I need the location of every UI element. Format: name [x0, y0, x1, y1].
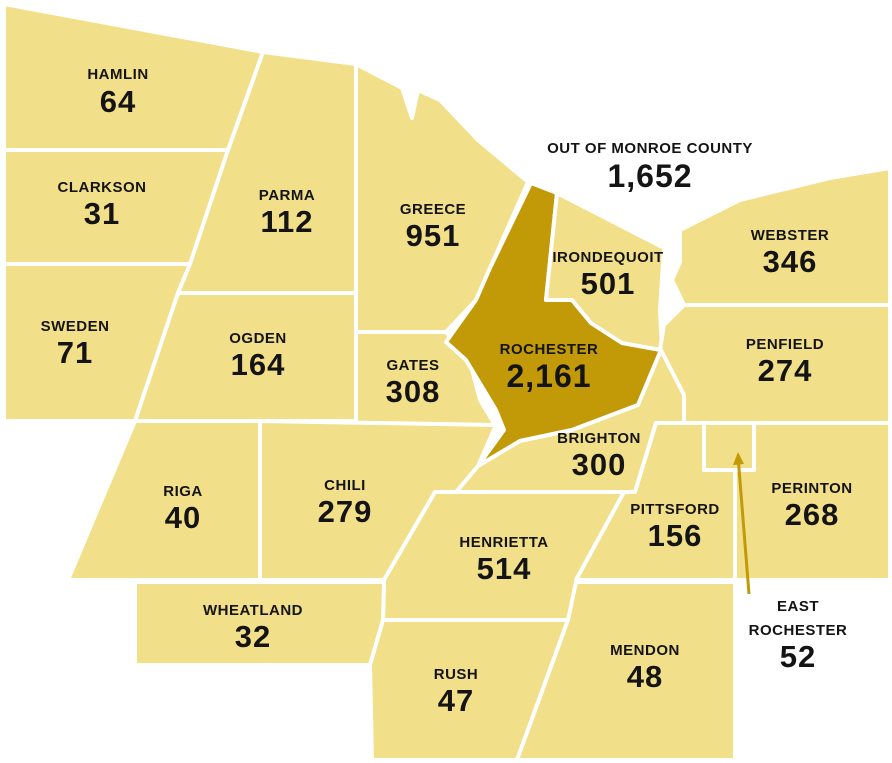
greece-count: 951 [406, 218, 461, 253]
rush-label: RUSH [434, 666, 479, 683]
region-rush[interactable] [368, 618, 570, 762]
wheatland-label: WHEATLAND [203, 602, 303, 619]
gates-count: 308 [386, 374, 441, 409]
region-irondequoit[interactable] [544, 191, 666, 352]
parma-label: PARMA [259, 187, 315, 204]
webster-label: WEBSTER [751, 227, 830, 244]
clarkson-label: CLARKSON [58, 179, 147, 196]
east-rochester-count: 52 [780, 639, 816, 674]
east-rochester-label-line2: ROCHESTER [749, 622, 848, 639]
out-of-county-count: 1,652 [607, 158, 692, 194]
mendon-label: MENDON [610, 642, 680, 659]
region-mendon[interactable] [515, 580, 737, 762]
rochester-label: ROCHESTER [500, 341, 599, 358]
penfield-count: 274 [758, 353, 813, 388]
east-rochester-leader-line [736, 455, 751, 595]
east-rochester-label-line1: EAST [777, 598, 819, 615]
brighton-count: 300 [572, 447, 627, 482]
perinton-count: 268 [785, 497, 840, 532]
pittsford-count: 156 [648, 518, 703, 553]
webster-count: 346 [763, 244, 818, 279]
henrietta-label: HENRIETTA [459, 534, 548, 551]
east-rochester-leader-arrow [733, 452, 744, 465]
mendon-count: 48 [627, 659, 663, 694]
penfield-label: PENFIELD [746, 336, 824, 353]
rochester-count: 2,161 [506, 358, 591, 394]
pittsford-label: PITTSFORD [630, 501, 720, 518]
region-east-rochester[interactable] [702, 421, 756, 472]
henrietta-count: 514 [477, 551, 532, 586]
irondequoit-label: IRONDEQUOIT [552, 249, 663, 266]
greece-label: GREECE [400, 201, 466, 218]
irondequoit-count: 501 [581, 266, 636, 301]
rush-count: 47 [438, 683, 474, 718]
hamlin-label: HAMLIN [87, 66, 148, 83]
hamlin-count: 64 [100, 84, 136, 119]
brighton-label: BRIGHTON [557, 430, 641, 447]
ogden-label: OGDEN [229, 330, 287, 347]
riga-count: 40 [165, 500, 201, 535]
chili-count: 279 [318, 494, 373, 529]
labels-layer: OUT OF MONROE COUNTY 1,652 HAMLIN 64 CLA… [41, 66, 853, 718]
riga-label: RIGA [163, 483, 203, 500]
clarkson-count: 31 [84, 196, 120, 231]
perinton-label: PERINTON [771, 480, 852, 497]
ogden-count: 164 [231, 347, 286, 382]
gates-label: GATES [386, 357, 439, 374]
out-of-county-label: OUT OF MONROE COUNTY [547, 140, 753, 157]
parma-count: 112 [260, 204, 313, 239]
sweden-label: SWEDEN [41, 318, 110, 335]
wheatland-count: 32 [235, 619, 271, 654]
sweden-count: 71 [57, 335, 93, 370]
chili-label: CHILI [324, 477, 366, 494]
